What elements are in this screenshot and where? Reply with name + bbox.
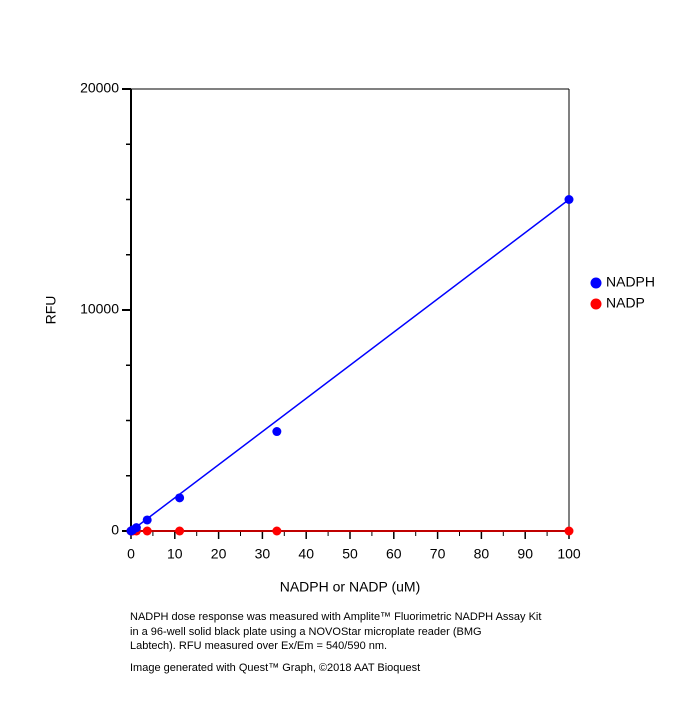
x-tick-label: 60 [386, 546, 402, 562]
y-tick-label: 10000 [80, 301, 119, 317]
x-tick-label: 80 [474, 546, 490, 562]
x-tick-label: 50 [342, 546, 358, 562]
point [142, 515, 152, 525]
legend-label: NADPH [606, 274, 655, 290]
x-tick-label: 40 [298, 546, 314, 562]
legend-marker [590, 277, 602, 289]
y-tick-label: 20000 [80, 80, 119, 96]
point [564, 526, 574, 536]
point [272, 526, 282, 536]
point [272, 427, 282, 437]
footnote: in a 96-well solid black plate using a N… [130, 626, 482, 638]
x-axis-label: NADPH or NADP (uM) [280, 579, 421, 595]
x-tick-label: 20 [211, 546, 227, 562]
point [175, 493, 185, 503]
x-tick-label: 0 [127, 546, 135, 562]
point [175, 526, 185, 536]
point [142, 526, 152, 536]
y-tick-label: 0 [111, 522, 119, 538]
y-axis-label: RFU [43, 296, 59, 325]
point [131, 523, 141, 533]
footnote: Image generated with Quest™ Graph, ©2018… [130, 662, 420, 674]
x-tick-label: 70 [430, 546, 446, 562]
fit-line [130, 198, 570, 532]
point [564, 195, 574, 204]
footnote: NADPH dose response was measured with Am… [130, 611, 541, 623]
x-tick-label: 90 [517, 546, 533, 562]
x-tick-label: 100 [557, 546, 581, 562]
legend-label: NADP [606, 295, 645, 311]
footnote: Labtech). RFU measured over Ex/Em = 540/… [130, 640, 387, 652]
x-tick-label: 30 [255, 546, 271, 562]
x-tick-label: 10 [167, 546, 183, 562]
legend-marker [590, 298, 602, 310]
